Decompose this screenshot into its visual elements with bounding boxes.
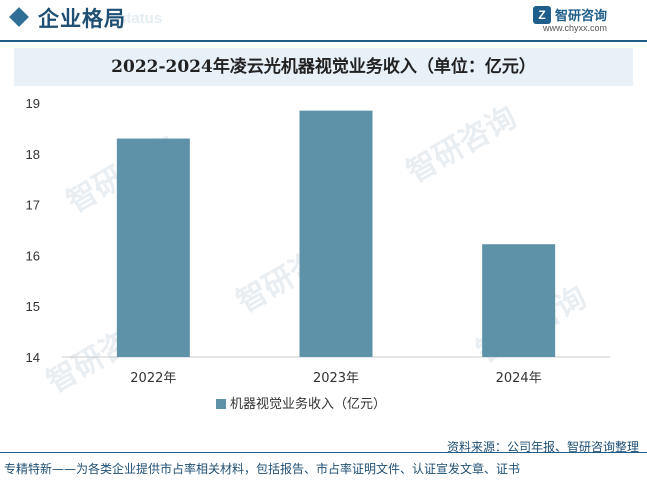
y-tick-label: 18 [26,147,40,162]
y-tick-label: 16 [26,248,40,263]
section-title: 企业格局 [38,7,126,31]
legend-swatch [216,399,226,409]
section-title-en: status [118,10,163,27]
x-tick-label: 2022年 [130,371,176,386]
y-tick-label: 15 [26,299,40,314]
y-tick-label: 17 [26,198,40,213]
brand-url: www.chyxx.com [543,23,608,33]
legend-label: 机器视觉业务收入（亿元） [230,396,386,412]
bar [116,138,190,357]
header-bar: status 企业格局 Z 智研咨询 www.chyxx.com [0,0,647,40]
source-note: 资料来源：公司年报、智研咨询整理 [446,440,639,454]
slogan-text: 专精特新——为各类企业提供市占率相关材料，包括报告、市占率证明文件、认证宣发文章… [4,462,521,476]
y-tick-label: 19 [26,96,40,111]
header-divider [0,40,647,42]
title-band [14,48,633,86]
x-tick-label: 2024年 [496,371,542,386]
bar [299,110,373,358]
chart-title: 2022-2024年凌云光机器视觉业务收入（单位：亿元） [111,57,536,77]
footer-divider [0,452,647,453]
bar [482,244,556,357]
y-tick-label: 14 [26,350,40,365]
brand: Z 智研咨询 www.chyxx.com [533,5,633,35]
brand-name: 智研咨询 [555,9,608,24]
brand-logo-icon: Z [533,6,551,24]
x-tick-label: 2023年 [313,371,359,386]
